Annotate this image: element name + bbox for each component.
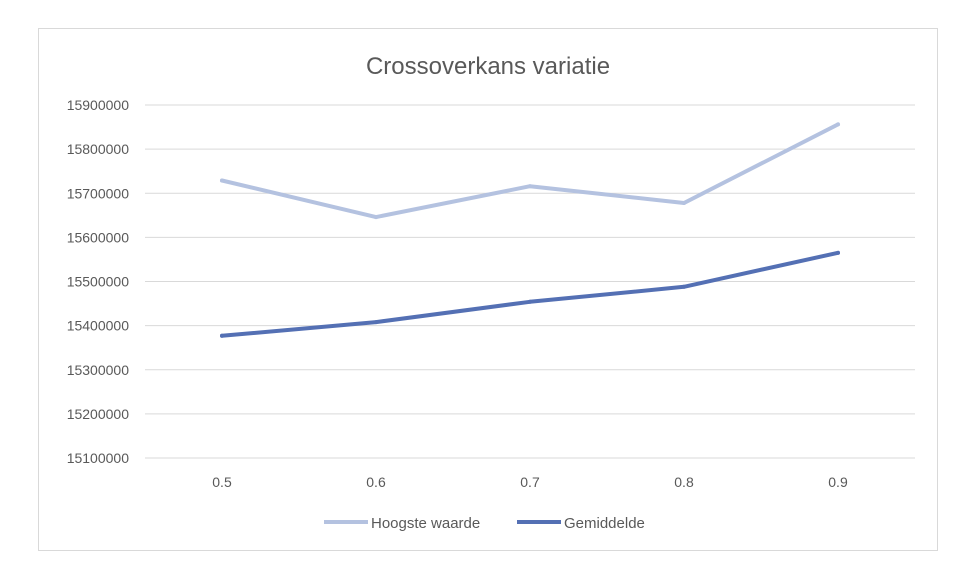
y-tick-label: 15600000 — [67, 229, 130, 245]
y-tick-label: 15900000 — [67, 97, 130, 113]
y-tick-label: 15400000 — [67, 318, 130, 334]
y-tick-label: 15500000 — [67, 274, 130, 290]
data-point — [836, 122, 840, 127]
y-tick-label: 15300000 — [67, 362, 130, 378]
x-tick-label: 0.8 — [674, 474, 694, 490]
y-tick-label: 15800000 — [67, 141, 130, 157]
data-point — [220, 333, 224, 338]
y-tick-label: 15100000 — [67, 450, 130, 466]
series-line-2 — [220, 250, 840, 338]
series-lines — [220, 122, 840, 338]
x-tick-label: 0.6 — [366, 474, 386, 490]
data-point — [528, 184, 532, 189]
legend-label: Hoogste waarde — [371, 515, 480, 532]
x-tick-label: 0.7 — [520, 474, 540, 490]
chart-title: Crossoverkans variatie — [366, 53, 610, 80]
data-point — [528, 299, 532, 304]
data-point — [374, 320, 378, 325]
y-axis-ticks: 15100000 15200000 15300000 15400000 15500000… — [67, 97, 130, 466]
y-tick-label: 15700000 — [67, 185, 130, 201]
chart-frame — [38, 28, 938, 551]
y-tick-label: 15200000 — [67, 406, 130, 422]
x-tick-label: 0.5 — [212, 474, 232, 490]
data-point — [374, 215, 378, 220]
data-point — [682, 284, 686, 289]
legend-label: Gemiddelde — [564, 515, 645, 532]
series-line-1 — [220, 122, 840, 220]
x-axis-ticks: 0.5 0.6 0.7 0.8 0.9 — [212, 474, 848, 490]
legend: Hoogste waarde Gemiddelde — [324, 515, 645, 532]
data-point — [682, 200, 686, 205]
data-point — [220, 178, 224, 183]
gridlines — [145, 104, 915, 459]
data-point — [836, 250, 840, 255]
x-tick-label: 0.9 — [828, 474, 848, 490]
